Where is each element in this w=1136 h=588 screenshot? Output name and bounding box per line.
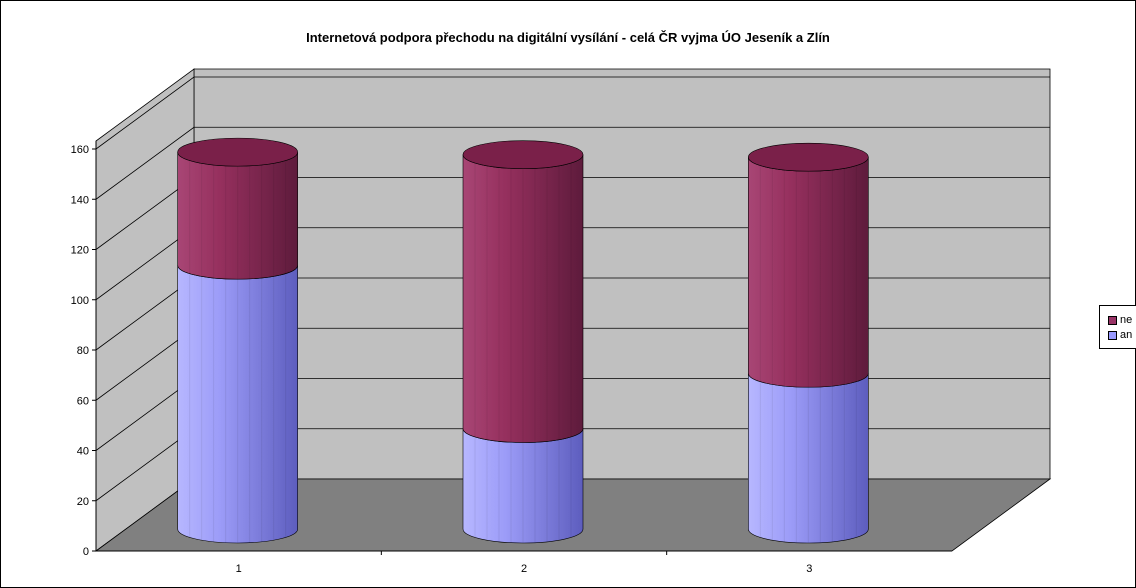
y-tick-label: 60 xyxy=(77,395,89,407)
y-tick-label: 100 xyxy=(71,295,89,307)
bars xyxy=(177,137,869,544)
y-tick-label: 160 xyxy=(71,144,89,156)
gridline xyxy=(95,76,1050,150)
chart-title: Internetová podpora přechodu na digitáln… xyxy=(306,30,830,45)
x-tick-label: 1 xyxy=(236,563,242,575)
cylinder-cap-3 xyxy=(748,142,869,172)
y-tick-label: 40 xyxy=(77,446,89,458)
legend-label-an: an xyxy=(1120,329,1133,341)
cylinder-cap-2 xyxy=(462,140,584,169)
y-tick-label: 0 xyxy=(83,546,89,558)
x-tick-label: 2 xyxy=(521,563,527,575)
legend-swatch-an xyxy=(1108,330,1117,340)
y-tick-label: 20 xyxy=(77,496,89,508)
y-tick-label: 120 xyxy=(71,245,89,257)
axes xyxy=(92,141,952,555)
gridline xyxy=(95,126,1050,200)
legend-label-ne: ne xyxy=(1120,314,1133,326)
x-tick-label: 3 xyxy=(806,563,812,575)
legend-swatch-ne xyxy=(1108,315,1117,325)
legend-item-an: an xyxy=(1108,328,1132,342)
tick-labels: 0 20 40 60 80 100 120 140 160 1 2 3 xyxy=(71,144,813,575)
y-tick-label: 140 xyxy=(71,194,89,206)
legend: ne an xyxy=(1099,305,1136,349)
y-tick-label: 80 xyxy=(77,345,89,357)
cylinder-cap-1 xyxy=(177,137,298,167)
back-wall xyxy=(193,68,1051,480)
legend-item-ne: ne xyxy=(1108,313,1132,327)
